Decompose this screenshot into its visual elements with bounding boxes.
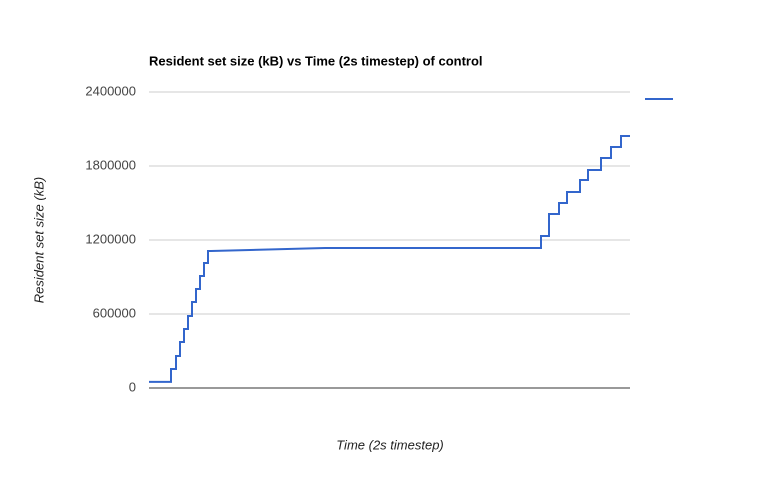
y-axis-title: Resident set size (kB) — [31, 177, 46, 303]
chart-title: Resident set size (kB) vs Time (2s times… — [149, 53, 483, 68]
y-tick-label: 1200000 — [85, 231, 136, 246]
y-tick-label: 0 — [129, 379, 136, 394]
y-tick-label: 600000 — [93, 305, 136, 320]
x-axis-title: Time (2s timestep) — [336, 437, 444, 452]
y-tick-label: 1800000 — [85, 157, 136, 172]
y-tick-label: 2400000 — [85, 83, 136, 98]
data-line — [149, 135, 630, 383]
